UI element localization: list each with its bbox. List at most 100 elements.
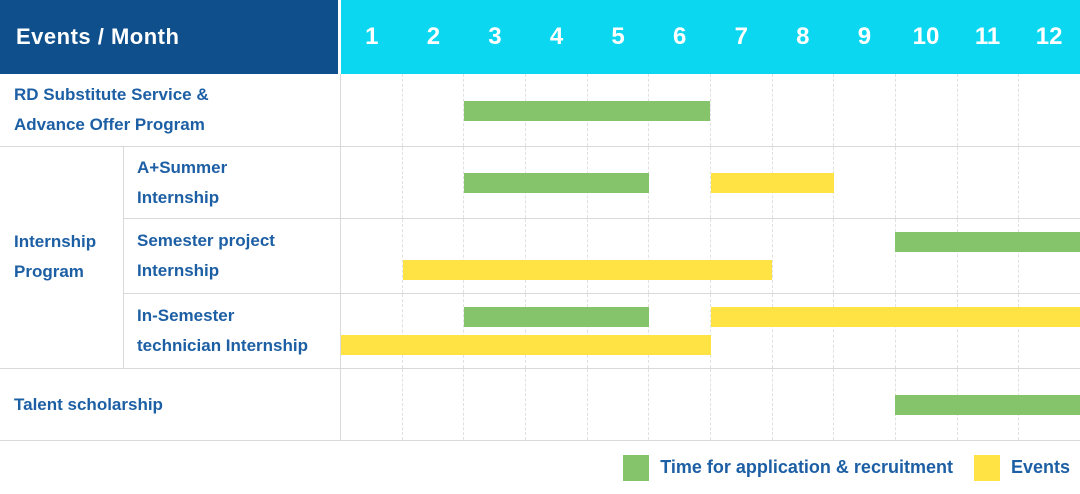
grid-cell-month-12 <box>1019 294 1080 368</box>
row-label-rd-substitute-service: RD Substitute Service & Advance Offer Pro… <box>0 74 341 147</box>
grid-cell-month-1 <box>341 74 403 146</box>
bar-recruitment-months-10-to-12 <box>895 395 1080 415</box>
grid-cell-month-6 <box>649 369 712 440</box>
grid-cell-month-10 <box>896 294 958 368</box>
grid-cell-month-1 <box>341 147 403 218</box>
grid-cell-month-7 <box>711 74 773 146</box>
group-cell-internship-program <box>0 294 124 369</box>
grid-cell-month-4 <box>526 294 588 368</box>
month-header-7: 7 <box>734 23 748 50</box>
bar-events-months-2-to-7 <box>402 260 773 280</box>
grid-cell-month-5 <box>588 294 650 368</box>
row-a-plus-summer-internship: A+Summer Internship <box>0 147 1080 219</box>
legend-item-recruitment: Time for application & recruitment <box>623 454 953 481</box>
grid-cell-month-5 <box>588 219 650 293</box>
month-header-3: 3 <box>488 23 502 50</box>
month-header-12: 12 <box>1035 23 1063 50</box>
bar-recruitment-months-3-to-5 <box>464 307 649 327</box>
grid-cell-month-8 <box>773 369 835 440</box>
row-talent-scholarship: Talent scholarship <box>0 369 1080 441</box>
grid-cell-month-11 <box>958 74 1020 146</box>
grid-cell-month-10 <box>896 219 958 293</box>
month-header-strip: 1 2 3 4 5 6 7 8 9 10 11 12 <box>341 0 1080 74</box>
grid-cell-month-5 <box>588 369 650 440</box>
legend-label-events: Events <box>1010 457 1070 477</box>
grid-cell-month-11 <box>958 147 1020 218</box>
grid-cell-month-7 <box>711 294 773 368</box>
bar-events-months-1-to-6 <box>341 335 711 355</box>
grid-cell-month-11 <box>958 219 1020 293</box>
table-header-row: Events / Month 1 2 3 4 5 6 7 8 9 10 11 12 <box>0 0 1080 74</box>
row-label-semester-project-internship: Semester project Internship <box>124 219 341 294</box>
grid-cell-month-8 <box>773 219 835 293</box>
grid-cell-month-9 <box>834 74 897 146</box>
grid-cell-month-6 <box>649 147 712 218</box>
label-area-a-plus-summer-internship: A+Summer Internship <box>0 147 341 219</box>
month-header-4: 4 <box>549 23 564 50</box>
grid-cell-month-2 <box>403 74 465 146</box>
group-cell-internship-program <box>0 147 124 219</box>
bar-recruitment-months-3-to-5 <box>464 173 649 193</box>
grid-cell-month-9 <box>834 369 897 440</box>
legend-swatch-green <box>623 454 650 481</box>
legend-swatch-yellow <box>973 454 1000 481</box>
grid-cell-month-8 <box>773 74 835 146</box>
label-area-talent-scholarship: Talent scholarship <box>0 369 341 441</box>
grid-cell-month-10 <box>896 74 958 146</box>
grid-cell-month-7 <box>711 219 773 293</box>
bar-events-months-7-to-12 <box>710 307 1080 327</box>
chart-area-talent-scholarship <box>341 369 1080 441</box>
row-rd-substitute-service: RD Substitute Service & Advance Offer Pro… <box>0 74 1080 147</box>
grid-cell-month-3 <box>464 219 527 293</box>
legend-item-events: Events <box>973 454 1070 481</box>
grid-cell-month-1 <box>341 369 403 440</box>
grid-cell-month-1 <box>341 294 403 368</box>
gantt-body: RD Substitute Service & Advance Offer Pro… <box>0 74 1080 441</box>
grid-cell-month-12 <box>1019 219 1080 293</box>
grid-cell-month-11 <box>958 294 1020 368</box>
legend: Time for application & recruitment Event… <box>0 441 1080 494</box>
grid-cell-month-8 <box>773 294 835 368</box>
grid-cell-month-7 <box>711 369 773 440</box>
row-label-in-semester-technician-internship: In-Semester technician Internship <box>124 294 341 369</box>
grid-cell-month-2 <box>403 219 465 293</box>
bar-recruitment-months-10-to-12 <box>895 232 1080 252</box>
grid-cell-month-10 <box>896 147 958 218</box>
grid-cell-month-1 <box>341 219 403 293</box>
label-area-semester-project-internship: Internship Program Semester project Interns… <box>0 219 341 294</box>
events-month-header-cell: Events / Month <box>0 0 341 74</box>
month-header-11: 11 <box>974 23 1001 50</box>
grid-cell-month-6 <box>649 219 712 293</box>
grid-cell-month-12 <box>1019 74 1080 146</box>
month-header-9: 9 <box>857 23 872 50</box>
grid-cell-month-2 <box>403 294 465 368</box>
month-header-6: 6 <box>673 23 687 50</box>
grid-cell-month-12 <box>1019 147 1080 218</box>
bar-recruitment-months-3-to-6 <box>464 101 711 121</box>
chart-area-rd-substitute-service <box>341 74 1080 147</box>
grid-cell-month-9 <box>834 219 897 293</box>
label-area-rd-substitute-service: RD Substitute Service & Advance Offer Pro… <box>0 74 341 147</box>
grid-cell-month-6 <box>649 74 712 146</box>
grid-cell-month-6 <box>649 294 712 368</box>
chart-area-in-semester-technician-internship <box>341 294 1080 369</box>
grid-cell-month-9 <box>834 294 897 368</box>
bar-events-months-7-to-8 <box>710 173 834 193</box>
label-area-in-semester-technician-internship: In-Semester technician Internship <box>0 294 341 369</box>
chart-area-a-plus-summer-internship <box>341 147 1080 219</box>
row-semester-project-internship: Internship Program Semester project Interns… <box>0 219 1080 294</box>
month-header-8: 8 <box>796 23 810 50</box>
month-header-10: 10 <box>912 23 940 50</box>
grid-cell-month-3 <box>464 294 527 368</box>
month-header-5: 5 <box>611 23 625 50</box>
grid-cell-month-4 <box>526 369 588 440</box>
grid-cell-month-8 <box>773 147 835 218</box>
grid-cell-month-2 <box>403 147 465 218</box>
chart-area-semester-project-internship <box>341 219 1080 294</box>
grid-cell-month-9 <box>834 147 897 218</box>
row-label-a-plus-summer-internship: A+Summer Internship <box>124 147 341 219</box>
group-cell-internship-program: Internship Program <box>0 219 124 294</box>
row-in-semester-technician-internship: In-Semester technician Internship <box>0 294 1080 369</box>
legend-label-recruitment: Time for application & recruitment <box>660 457 953 477</box>
